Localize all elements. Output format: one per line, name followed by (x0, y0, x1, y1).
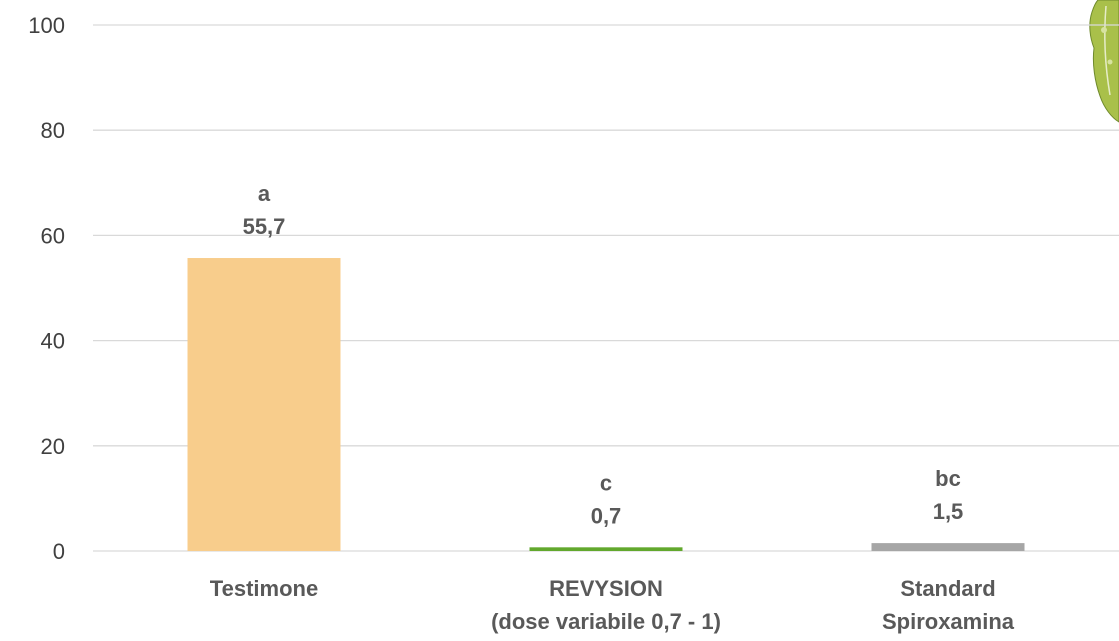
y-tick-label: 20 (41, 434, 65, 459)
data-label-value: 55,7 (243, 214, 286, 239)
y-axis-ticks: 0 20 40 60 80 100 (28, 13, 65, 564)
category-label: REVYSION (549, 576, 663, 601)
data-label-value: 1,5 (933, 499, 964, 524)
category-label: Testimone (210, 576, 318, 601)
category-label: Spiroxamina (882, 609, 1015, 634)
y-tick-label: 80 (41, 118, 65, 143)
bar (871, 543, 1025, 551)
category-label: (dose variabile 0,7 - 1) (491, 609, 721, 634)
data-label-letter: a (258, 181, 271, 206)
bar (187, 258, 341, 551)
data-label-letter: c (600, 470, 612, 495)
y-tick-label: 100 (28, 13, 65, 38)
bar (529, 547, 683, 551)
grape-leaf-illustration (1089, 0, 1119, 123)
data-label-letter: bc (935, 466, 961, 491)
data-label-value: 0,7 (591, 503, 622, 528)
y-tick-label: 0 (53, 539, 65, 564)
y-tick-label: 40 (41, 329, 65, 354)
category-label: Standard (900, 576, 995, 601)
y-tick-label: 60 (41, 223, 65, 248)
data-labels: 55,7 a 0,7 c 1,5 bc (243, 181, 964, 528)
category-labels: Testimone REVYSION (dose variabile 0,7 - 1… (210, 576, 1015, 634)
bars (187, 258, 1025, 551)
